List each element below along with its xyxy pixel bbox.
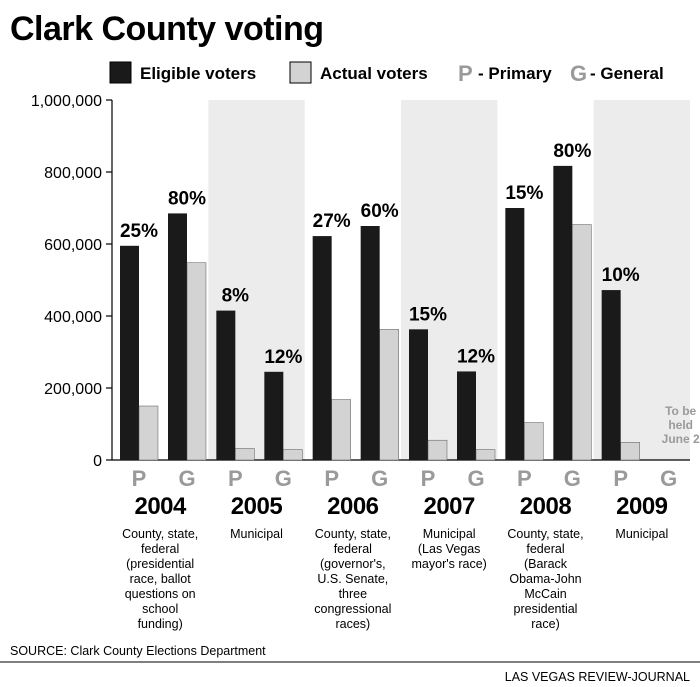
bar-actual-2004-p (138, 405, 159, 461)
legend-swatch-actual (289, 61, 312, 84)
note-2009-g: To be held June 2 (662, 404, 700, 446)
bar-actual-2009-p (620, 442, 640, 461)
type-letter-2008-g: G (564, 466, 581, 491)
year-label-2007: 2007 (423, 493, 475, 520)
year-description-2007: Municipal (Las Vegas mayor's race) (412, 527, 487, 571)
y-tick-label: 0 (93, 453, 102, 470)
bar-actual-2007-p (427, 439, 448, 461)
bar-eligible-2008-p (505, 208, 525, 460)
bar-eligible-2008-g (553, 165, 573, 460)
year-label-2004: 2004 (134, 493, 187, 520)
bar-eligible-2007-g (457, 371, 476, 460)
bar-eligible-2007-p (409, 329, 428, 460)
type-letter-2005-p: P (228, 466, 243, 491)
year-shading (208, 100, 690, 460)
percent-label-2006-g: 60% (361, 201, 399, 222)
bar-actual-2005-p (235, 448, 255, 461)
legend-key-letter-g: G (570, 61, 587, 86)
bar-actual-2007-g (475, 449, 496, 461)
y-tick-label: 600,000 (44, 237, 102, 254)
y-tick-label: 1,000,000 (31, 93, 102, 110)
bar-eligible-2005-p (216, 310, 236, 460)
bar-actual-2008-p (524, 422, 544, 461)
bar-actual-2005-g (283, 449, 303, 461)
type-letter-2007-p: P (421, 466, 436, 491)
legend-label-actual: Actual voters (320, 64, 428, 83)
bar-eligible-2009-p (601, 290, 621, 460)
type-letter-2005-g: G (275, 466, 292, 491)
source-note: SOURCE: Clark County Elections Departmen… (10, 644, 266, 658)
percent-label-2004-p: 25% (120, 221, 158, 242)
year-label-2006: 2006 (327, 493, 379, 520)
year-description-2006: County, state, federal (governor's, U.S. Se… (314, 527, 391, 631)
percent-label-2006-p: 27% (313, 211, 351, 232)
y-axis: 1,000,000 800,000 600,000 400,000 200,000 0 (31, 93, 690, 470)
type-letter-2006-g: G (371, 466, 388, 491)
year-label-2008: 2008 (520, 493, 572, 520)
bar-eligible-2004-g (168, 213, 187, 460)
type-letter-2004-p: P (132, 466, 147, 491)
year-description-2004: County, state, federal (presidential race, … (122, 527, 198, 631)
bar-actual-2004-g (186, 262, 207, 461)
legend-key-letter-p: P (458, 61, 473, 86)
y-tick-label: 400,000 (44, 309, 102, 326)
percent-label-2005-p: 8% (222, 286, 250, 307)
legend-key-text-p: - Primary (478, 64, 552, 83)
percent-label-2008-p: 15% (505, 183, 543, 204)
percent-label-2007-g: 12% (457, 346, 495, 367)
legend-label-eligible: Eligible voters (140, 64, 256, 83)
bar-eligible-2006-p (312, 236, 332, 460)
bar-eligible-2005-g (264, 371, 284, 460)
year-label-2005: 2005 (231, 493, 283, 520)
bar-eligible-2006-g (360, 226, 380, 460)
percent-label-2005-g: 12% (264, 347, 302, 368)
year-description-2005: Municipal (230, 527, 283, 541)
chart-title: Clark County voting (10, 10, 324, 48)
percent-label-2008-g: 80% (553, 141, 591, 162)
type-letter-2004-g: G (178, 466, 195, 491)
bar-actual-2008-g (572, 224, 592, 461)
bar-actual-2006-g (379, 329, 399, 461)
credit-line: LAS VEGAS REVIEW-JOURNAL (505, 670, 690, 684)
type-letter-2007-g: G (467, 466, 484, 491)
percent-labels: 25% 80% 8% 12% 27% 60% 15% 12% 15% 80% 10% To be hel… (120, 141, 700, 446)
legend-key-text-g: - General (590, 64, 664, 83)
type-letter-2006-p: P (324, 466, 339, 491)
legend: Eligible voters Actual voters P - Primary G -… (109, 61, 664, 86)
type-letter-2008-p: P (517, 466, 532, 491)
legend-swatch-eligible (109, 61, 132, 84)
type-letter-2009-p: P (613, 466, 628, 491)
percent-label-2009-p: 10% (602, 265, 640, 286)
year-label-2009: 2009 (616, 493, 668, 520)
bar-eligible-2004-p (120, 245, 139, 460)
bars (120, 165, 640, 461)
percent-label-2004-g: 80% (168, 188, 206, 209)
bar-actual-2006-p (331, 399, 351, 461)
type-letter-2009-g: G (660, 466, 677, 491)
y-tick-label: 200,000 (44, 381, 102, 398)
percent-label-2007-p: 15% (409, 304, 447, 325)
y-tick-label: 800,000 (44, 165, 102, 182)
year-description-2009: Municipal (615, 527, 668, 541)
year-description-2008: County, state, federal (Barack Obama-John Mc… (507, 527, 583, 631)
